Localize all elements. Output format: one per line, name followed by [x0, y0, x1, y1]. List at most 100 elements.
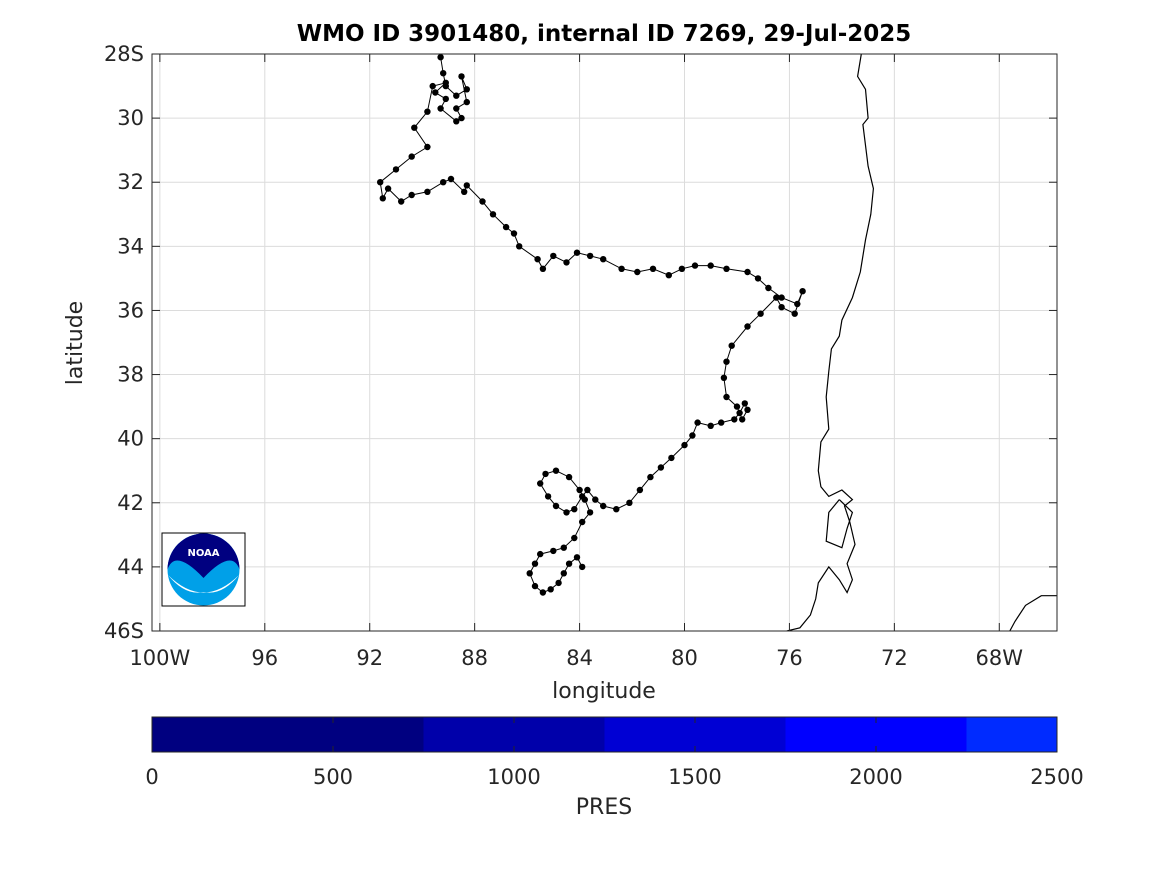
profile-point	[723, 393, 730, 401]
colorbar-segment	[152, 717, 424, 752]
profile-point	[563, 259, 570, 266]
x-tick-label: 80	[671, 646, 698, 670]
profile-point	[463, 98, 470, 106]
profile-point	[526, 570, 533, 577]
logo-dark-icon	[167, 533, 240, 578]
profile-point	[442, 79, 449, 87]
x-axis-ticks: 100W 96 92 88 84 80 76 72 68W	[129, 54, 1023, 670]
profile-point	[398, 198, 405, 205]
profile-point	[691, 262, 699, 269]
profile-point	[510, 230, 518, 237]
profile-point	[537, 550, 544, 558]
profile-point	[689, 432, 696, 439]
profile-point	[565, 473, 573, 481]
profile-point	[757, 310, 764, 317]
profile-point	[544, 493, 552, 500]
profile-point	[542, 470, 549, 478]
profile-point	[377, 179, 384, 186]
profile-point	[649, 265, 657, 272]
profile-point	[489, 211, 497, 218]
profile-point	[552, 502, 560, 510]
profile-point	[665, 272, 672, 279]
profile-point	[720, 374, 728, 381]
coastline-segment	[825, 499, 854, 549]
profile-point	[537, 480, 544, 487]
plot-frame	[151, 53, 1058, 632]
colorbar-label: PRES	[576, 795, 632, 820]
x-tick-label: 88	[461, 646, 488, 670]
y-tick-label: 38	[117, 363, 144, 387]
profile-point	[560, 570, 567, 577]
profile-point	[707, 262, 714, 269]
profile-point	[778, 294, 785, 301]
colorbar-segment	[966, 717, 1057, 752]
profile-point	[754, 275, 762, 282]
profile-point	[453, 118, 460, 125]
x-tick-label: 68W	[976, 646, 1024, 670]
profile-point	[573, 249, 581, 256]
profile-point	[539, 265, 547, 272]
profile-point	[411, 124, 418, 131]
profile-point	[579, 563, 586, 571]
coastline-segment	[1009, 595, 1057, 631]
profile-point	[739, 416, 746, 423]
noaa-logo: NOAA	[161, 532, 246, 607]
profile-point	[707, 422, 714, 429]
profile-point	[563, 509, 570, 516]
profile-point	[440, 179, 447, 186]
colorbar-ticks: 0 500 1000 1500 2000 2500	[145, 717, 1084, 789]
colorbar-tick-label: 2000	[849, 765, 902, 789]
x-tick-label: 100W	[129, 646, 190, 670]
y-tick-label: 32	[117, 170, 144, 194]
y-axis-ticks: 28S 30 32 34 36 38 40 42 44 46S	[104, 42, 1057, 643]
profile-point	[586, 509, 594, 516]
profile-point	[463, 182, 470, 189]
y-tick-label: 46S	[104, 619, 144, 643]
float-positions	[377, 54, 806, 596]
colorbar-tick-label: 0	[145, 765, 158, 789]
y-axis-label: latitude	[63, 301, 88, 385]
profile-point	[571, 534, 578, 542]
x-axis-label: longitude	[552, 679, 656, 704]
profile-point	[461, 188, 468, 195]
profile-point	[447, 175, 455, 183]
chart-title: WMO ID 3901480, internal ID 7269, 29-Jul…	[297, 21, 912, 47]
logo-text: NOAA	[187, 548, 219, 559]
profile-point	[626, 499, 633, 506]
y-tick-label: 30	[117, 106, 144, 130]
profile-point	[694, 419, 701, 426]
profile-point	[744, 323, 751, 330]
profile-point	[379, 195, 386, 202]
profile-point	[744, 406, 751, 413]
profile-point	[552, 467, 560, 474]
profile-point	[592, 496, 599, 503]
profile-point	[424, 143, 431, 151]
profile-point	[586, 252, 594, 260]
profile-point	[613, 506, 620, 513]
profile-point	[799, 288, 806, 295]
profile-point	[681, 441, 688, 449]
profile-point	[794, 300, 801, 308]
profile-point	[531, 582, 539, 590]
profile-point	[733, 403, 741, 410]
logo-bird-icon	[168, 575, 239, 593]
profile-point	[534, 256, 541, 263]
profile-point	[657, 464, 665, 471]
profile-point	[773, 294, 780, 301]
profile-point	[791, 310, 798, 317]
x-tick-label: 84	[566, 646, 593, 670]
profile-point	[479, 198, 486, 205]
profile-point	[573, 554, 581, 561]
profile-point	[458, 114, 465, 122]
profile-point	[458, 73, 465, 80]
profile-point	[741, 400, 748, 407]
coastline	[786, 54, 1057, 631]
profile-point	[437, 54, 444, 61]
profile-point	[437, 105, 444, 112]
profile-point	[432, 89, 439, 96]
profile-point	[723, 358, 730, 365]
profile-point	[384, 185, 392, 192]
profile-point	[392, 166, 400, 173]
profile-point	[744, 268, 751, 276]
